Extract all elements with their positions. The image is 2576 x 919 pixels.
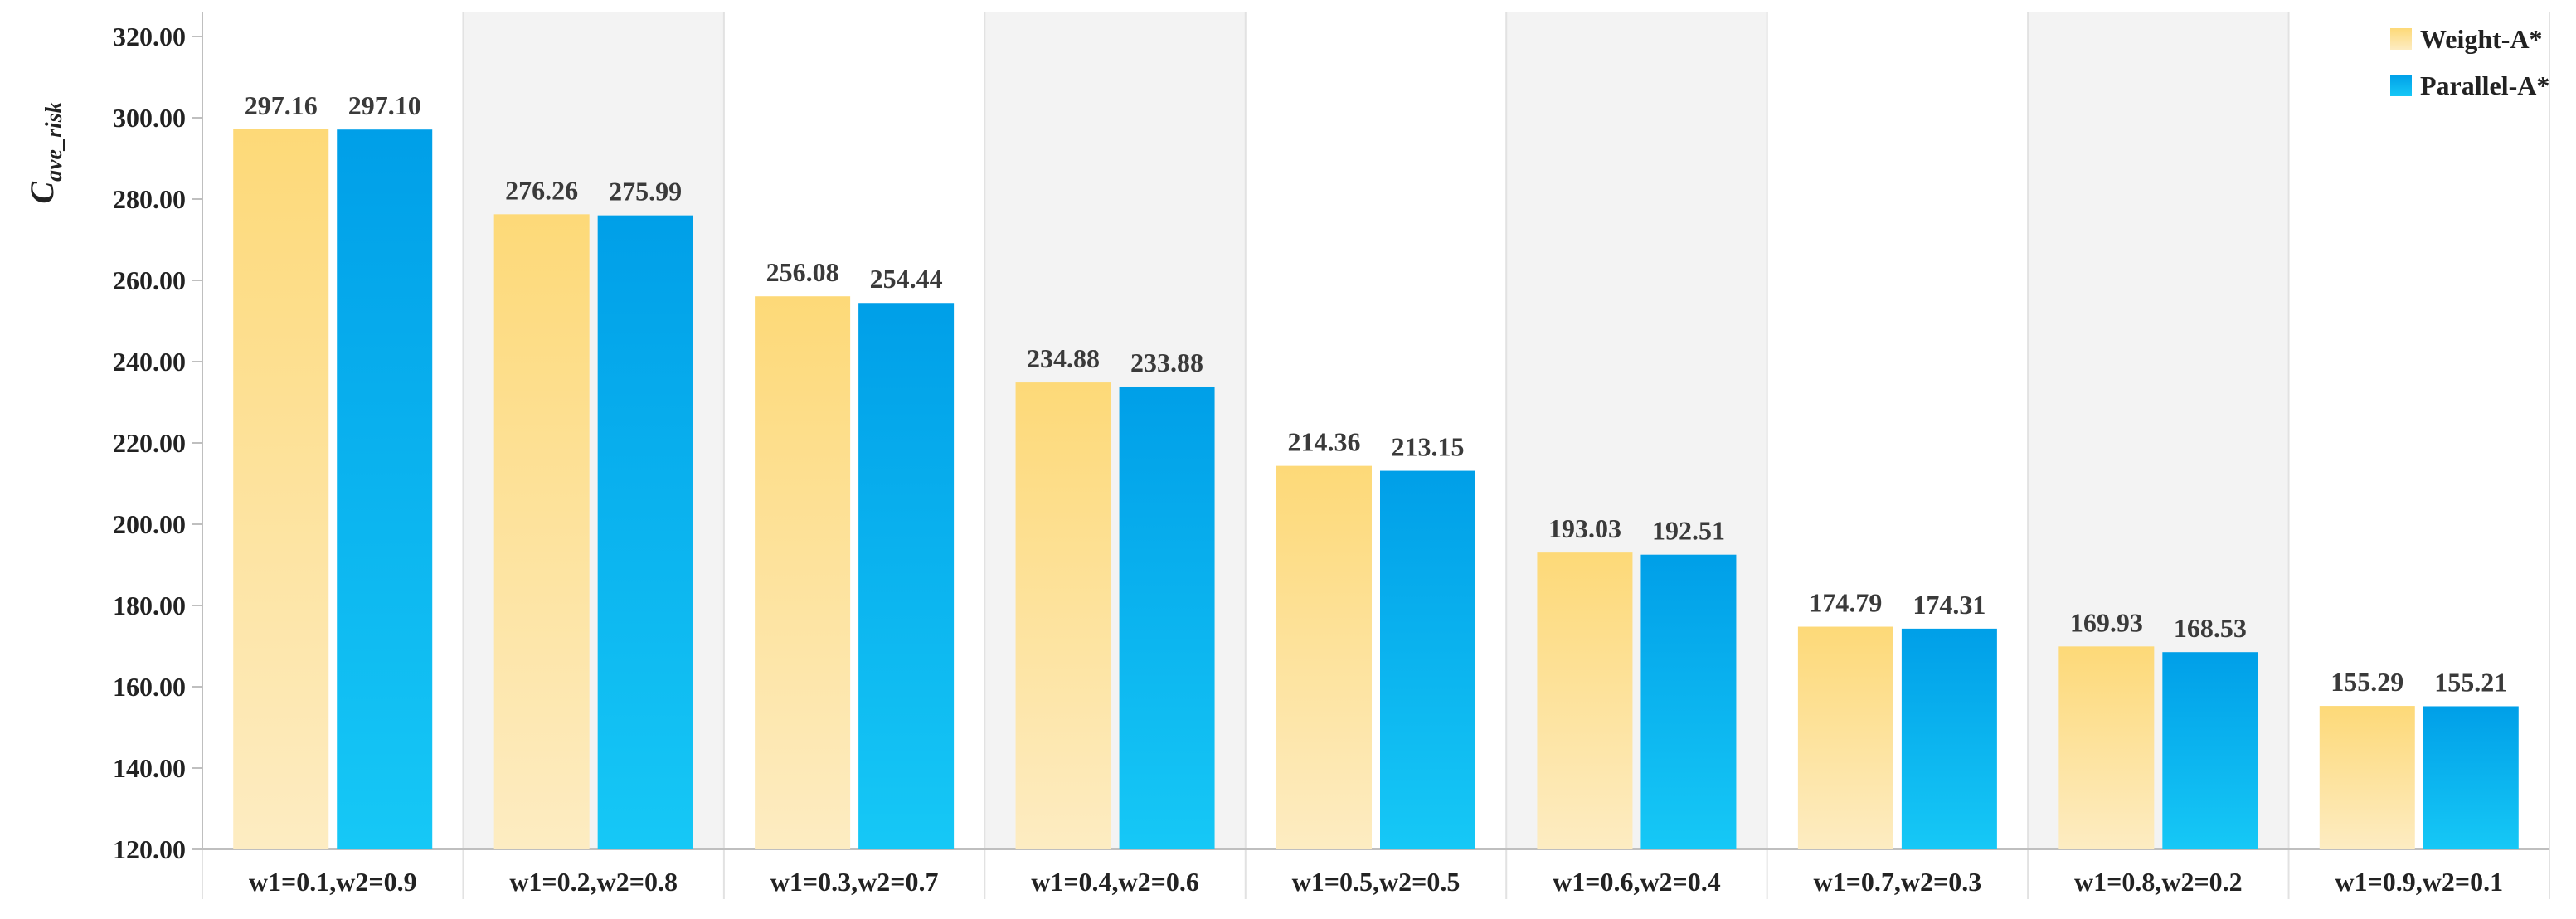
bar-value-label: 275.99 bbox=[609, 177, 682, 207]
bar-parallel-a bbox=[337, 129, 433, 849]
legend-label: Weight-A* bbox=[2420, 24, 2543, 54]
bar-value-label: 213.15 bbox=[1392, 432, 1465, 462]
bar-parallel-a bbox=[1901, 628, 1997, 849]
y-tick-label: 140.00 bbox=[113, 753, 186, 783]
axes: 120.00 140.00 160.00 180.00 200.00 220.00 240.… bbox=[23, 12, 2549, 897]
bar-weight-a bbox=[1276, 465, 1372, 849]
x-category-label: w1=0.7,w2=0.3 bbox=[1814, 867, 1982, 897]
bar-value-label: 169.93 bbox=[2070, 607, 2143, 637]
bar-weight-a bbox=[755, 296, 851, 849]
bar-weight-a bbox=[493, 214, 590, 849]
bar-value-label: 155.21 bbox=[2434, 667, 2507, 697]
bar-parallel-a bbox=[1640, 554, 1737, 849]
bar-value-label: 193.03 bbox=[1548, 513, 1621, 543]
y-tick-label: 320.00 bbox=[113, 22, 186, 51]
x-category-label: w1=0.1,w2=0.9 bbox=[249, 867, 417, 897]
y-tick-label: 220.00 bbox=[113, 428, 186, 458]
bar-value-label: 168.53 bbox=[2174, 613, 2247, 643]
legend-label: Parallel-A* bbox=[2420, 71, 2549, 100]
x-category-label: w1=0.9,w2=0.1 bbox=[2335, 867, 2503, 897]
bar-value-label: 254.44 bbox=[870, 264, 943, 294]
bar-value-label: 297.10 bbox=[348, 90, 421, 120]
bar-value-label: 297.16 bbox=[245, 90, 318, 120]
x-category-label: w1=0.8,w2=0.2 bbox=[2074, 867, 2243, 897]
legend-swatch bbox=[2390, 75, 2412, 96]
bar-value-label: 234.88 bbox=[1027, 343, 1100, 373]
bar-parallel-a bbox=[1119, 386, 1215, 849]
bar-value-label: 155.29 bbox=[2331, 667, 2403, 697]
bar-value-label: 214.36 bbox=[1288, 427, 1361, 457]
y-tick-label: 120.00 bbox=[113, 834, 186, 864]
y-tick-label: 240.00 bbox=[113, 347, 186, 377]
y-tick-label: 180.00 bbox=[113, 591, 186, 620]
bar-weight-a bbox=[1797, 626, 1893, 849]
data-labels: 297.16 297.10 276.26 275.99 256.08 254.44 234.… bbox=[245, 90, 2508, 698]
legend-swatch bbox=[2390, 28, 2412, 50]
y-tick-label: 280.00 bbox=[113, 184, 186, 214]
bar-weight-a bbox=[233, 129, 329, 849]
bar-parallel-a bbox=[2423, 706, 2519, 849]
bar-parallel-a bbox=[597, 215, 693, 849]
x-category-label: w1=0.2,w2=0.8 bbox=[509, 867, 678, 897]
bar-weight-a bbox=[1015, 382, 1111, 849]
legend: Weight-A* Parallel-A* bbox=[2390, 24, 2549, 100]
bar-value-label: 276.26 bbox=[505, 175, 578, 205]
bar-parallel-a bbox=[2162, 652, 2258, 849]
bar-weight-a bbox=[2058, 646, 2155, 849]
x-category-label: w1=0.6,w2=0.4 bbox=[1553, 867, 1721, 897]
bars bbox=[233, 129, 2519, 849]
x-category-label: w1=0.5,w2=0.5 bbox=[1292, 867, 1461, 897]
bar-parallel-a bbox=[1380, 470, 1475, 849]
bar-weight-a bbox=[2319, 706, 2415, 849]
bar-value-label: 174.79 bbox=[1809, 588, 1882, 618]
y-tick-label: 200.00 bbox=[113, 509, 186, 539]
y-tick-label: 160.00 bbox=[113, 672, 186, 702]
y-tick-label: 260.00 bbox=[113, 265, 186, 295]
y-axis-title: Cave_risk bbox=[23, 101, 67, 203]
x-category-label: w1=0.4,w2=0.6 bbox=[1031, 867, 1199, 897]
bar-value-label: 174.31 bbox=[1913, 590, 1985, 620]
bar-value-label: 233.88 bbox=[1130, 348, 1203, 377]
x-category-label: w1=0.3,w2=0.7 bbox=[770, 867, 939, 897]
bar-weight-a bbox=[1537, 552, 1633, 849]
bar-value-label: 192.51 bbox=[1652, 516, 1725, 546]
bar-parallel-a bbox=[858, 303, 955, 849]
y-tick-label: 300.00 bbox=[113, 103, 186, 133]
bar-value-label: 256.08 bbox=[766, 257, 839, 287]
